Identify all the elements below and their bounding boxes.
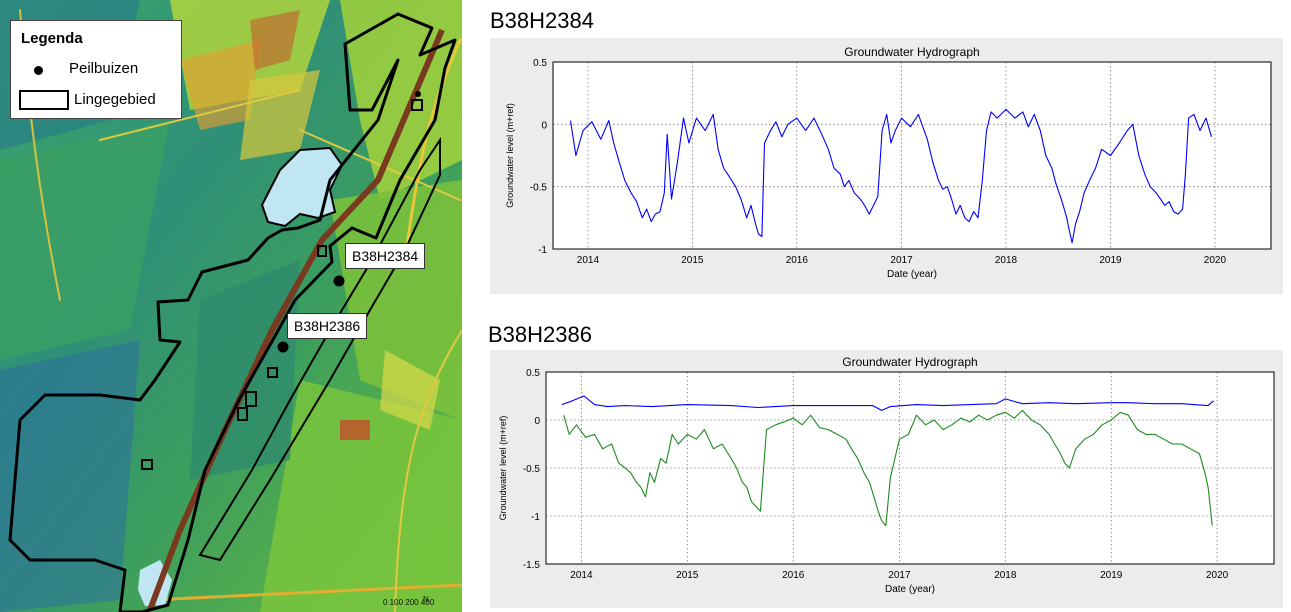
plot-frame (552, 61, 1272, 250)
map-panel: Legenda Peilbuizen Lingegebied B38H2384 … (0, 0, 462, 612)
y-tick-label: -1 (538, 245, 547, 256)
eastern-boundary (198, 136, 441, 562)
legend-title: Legenda (21, 30, 83, 47)
series-line-1 (561, 395, 1214, 411)
plot-title: Groundwater Hydrograph (844, 45, 979, 59)
y-tick-label: 0.5 (526, 368, 540, 379)
x-axis-label: Date (year) (885, 584, 935, 595)
scale-bar-label: 0 100 200 400 (383, 598, 435, 607)
north-arrow-label: N (423, 595, 429, 604)
canal-strip (147, 28, 445, 612)
map-image (0, 0, 462, 612)
y-axis-label: Groundwater level (m+ref) (505, 103, 515, 208)
plot-title: Groundwater Hydrograph (842, 355, 977, 369)
x-axis-label: Date (year) (887, 269, 937, 280)
well-label-b38h2386: B38H2386 (287, 313, 368, 339)
series-line-2 (563, 409, 1213, 527)
series-line-1 (569, 108, 1213, 244)
land-patches (0, 0, 462, 612)
x-tick-label: 2017 (888, 570, 911, 581)
x-tick-label: 2017 (890, 255, 913, 266)
y-tick-label: -0.5 (530, 183, 548, 194)
plot-area (553, 62, 1271, 249)
y-axis-label: Groundwater level (m+ref) (498, 416, 508, 521)
x-tick-label: 2018 (995, 255, 1018, 266)
chart1-heading: B38H2384 (490, 8, 594, 33)
chart2-svg: -1.5 -1 -0.5 0 0.5 2014 2015 2016 2017 2018 2019 20… (498, 355, 1275, 595)
x-tick-label: 2020 (1204, 255, 1227, 266)
map-legend: Legenda Peilbuizen Lingegebied (10, 20, 182, 119)
y-tick-label: -1.5 (523, 560, 541, 571)
x-tick-label: 2014 (577, 255, 600, 266)
well-label-b38h2384: B38H2384 (345, 243, 426, 269)
well-marker-b38h2384 (333, 275, 345, 287)
x-tick-label: 2015 (681, 255, 704, 266)
y-tick-label: -0.5 (523, 464, 541, 475)
y-tick-label: 0.5 (533, 58, 547, 69)
lingegebied-boundary (8, 12, 457, 612)
x-tick-label: 2020 (1206, 570, 1229, 581)
x-tick-label: 2015 (676, 570, 699, 581)
legend-item-lingegebied: Lingegebied (74, 91, 156, 108)
peilbuis-symbol-icon (34, 66, 43, 75)
legend-item-peilbuizen: Peilbuizen (69, 60, 139, 77)
x-tick-label: 2016 (782, 570, 805, 581)
x-tick-label: 2019 (1100, 570, 1123, 581)
well-marker-north (415, 91, 421, 97)
y-tick-label: -1 (531, 512, 540, 523)
x-tick-label: 2018 (994, 570, 1017, 581)
small-parcels (141, 99, 423, 470)
chart1-figure: -1 -0.5 0 0.5 2014 2015 2016 2017 2018 2019 2020 Gr… (490, 38, 1283, 294)
area-symbol-icon (19, 90, 69, 110)
plot-frame (545, 371, 1275, 565)
y-tick-label: 0 (541, 120, 547, 131)
y-tick-label: 0 (534, 416, 540, 427)
x-tick-label: 2014 (570, 570, 593, 581)
chart2-figure: -1.5 -1 -0.5 0 0.5 2014 2015 2016 2017 2018 2019 20… (490, 350, 1283, 608)
x-tick-label: 2016 (786, 255, 809, 266)
x-tick-label: 2019 (1099, 255, 1122, 266)
chart2-heading: B38H2386 (488, 322, 592, 347)
chart1-svg: -1 -0.5 0 0.5 2014 2015 2016 2017 2018 2019 2020 Gr… (505, 45, 1272, 280)
well-marker-b38h2386 (277, 341, 289, 353)
